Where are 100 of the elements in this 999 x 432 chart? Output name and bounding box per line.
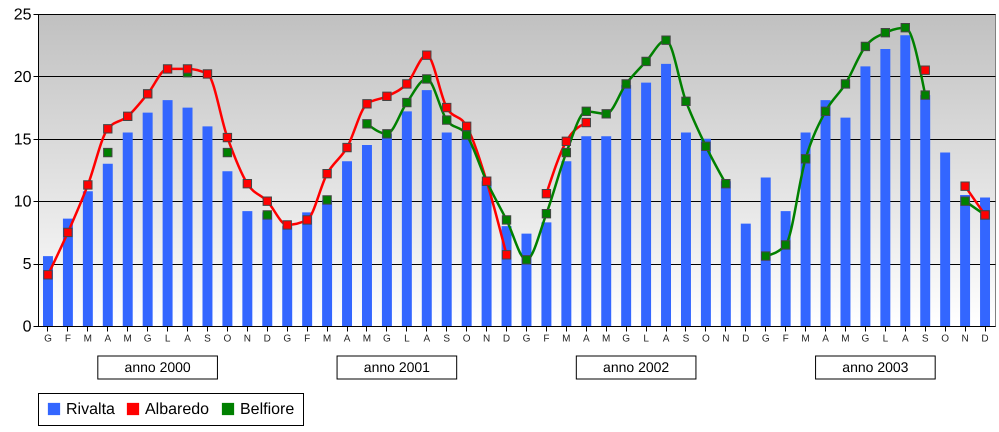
bar <box>282 226 292 326</box>
legend-label: Albaredo <box>145 401 210 418</box>
x-tick-label: A <box>582 334 590 344</box>
bar <box>680 132 691 326</box>
bar <box>860 66 870 326</box>
x-tick-label: D <box>502 334 510 344</box>
text: anno 2002 <box>603 359 670 375</box>
x-tick-label: L <box>882 334 889 344</box>
x-tick-label: S <box>204 334 212 344</box>
bar <box>462 136 472 326</box>
x-tick-label: M <box>362 334 372 344</box>
text: anno 2003 <box>842 359 909 375</box>
x-tick-label: M <box>322 334 332 344</box>
point <box>43 270 53 280</box>
point <box>840 79 850 89</box>
point <box>900 23 910 32</box>
bar <box>442 132 452 326</box>
x-tick-label: A <box>662 334 670 344</box>
x-tick-label: S <box>443 334 450 344</box>
x-tick-label: O <box>702 334 710 344</box>
x-tick-label: A <box>423 334 430 344</box>
bar <box>581 136 592 326</box>
bar <box>601 136 612 326</box>
x-tick-label: S <box>922 334 929 344</box>
bar <box>382 134 392 326</box>
x-tick-label: G <box>44 334 52 344</box>
x-tick-label: A <box>104 334 112 344</box>
point <box>162 64 172 74</box>
x-tick-label: L <box>164 334 171 344</box>
point <box>721 179 731 188</box>
bar <box>162 100 173 326</box>
y-tick-label: 10 <box>14 194 32 211</box>
y-tick-label: 0 <box>22 318 32 336</box>
x-tick-label: A <box>184 334 192 344</box>
point <box>602 109 611 119</box>
x-tick-label: M <box>602 334 610 344</box>
x-tick-label: G <box>522 334 531 344</box>
point <box>502 215 512 225</box>
point <box>262 196 272 206</box>
point <box>382 129 392 138</box>
bar <box>402 111 412 326</box>
x-tick-label: O <box>462 334 471 344</box>
text: anno 2001 <box>364 359 430 375</box>
x-tick-label: M <box>562 334 571 344</box>
y-tick-label: 15 <box>14 131 32 148</box>
y-tick-label: 5 <box>22 256 32 274</box>
point <box>282 220 292 230</box>
x-tick-label: G <box>622 334 630 344</box>
bar <box>222 171 232 326</box>
point <box>522 255 532 265</box>
point <box>462 130 472 140</box>
x-tick-label: D <box>264 334 271 344</box>
point <box>582 118 591 128</box>
x-tick-label: M <box>124 334 132 344</box>
x-tick-label: M <box>801 334 810 344</box>
bar <box>920 95 930 326</box>
point <box>761 251 770 261</box>
bar <box>541 222 552 326</box>
x-tick-label: M <box>84 334 92 344</box>
bar <box>142 112 153 326</box>
legend-label: Belfiore <box>240 401 294 418</box>
point <box>542 189 552 198</box>
bar <box>621 85 632 326</box>
bar <box>102 164 113 326</box>
bar <box>342 161 352 326</box>
x-tick-label: D <box>981 334 989 344</box>
point <box>302 215 312 225</box>
bar <box>700 138 711 326</box>
x-tick-label: F <box>543 334 550 344</box>
point <box>242 179 252 188</box>
point <box>641 56 651 66</box>
point <box>262 210 272 220</box>
point <box>422 50 432 60</box>
point <box>103 124 112 134</box>
bar <box>960 194 970 326</box>
point <box>322 169 332 178</box>
point <box>322 195 332 205</box>
point <box>681 96 691 106</box>
bar <box>521 234 532 326</box>
point <box>920 90 930 100</box>
point <box>562 136 572 146</box>
bar <box>780 211 791 326</box>
bar <box>900 35 910 326</box>
bar <box>720 181 731 326</box>
bar <box>482 181 492 326</box>
bar <box>661 64 672 326</box>
point <box>83 180 93 190</box>
bar <box>82 191 93 326</box>
legend-label: Rivalta <box>66 401 116 418</box>
bar <box>422 90 432 326</box>
bar <box>840 118 850 326</box>
point <box>182 64 192 74</box>
x-tick-label: F <box>782 334 789 344</box>
x-tick-label: G <box>862 334 870 344</box>
bar <box>182 108 193 326</box>
point <box>562 148 572 158</box>
x-tick-label: G <box>144 334 152 344</box>
point <box>780 240 790 250</box>
bar <box>940 152 950 326</box>
point <box>362 119 372 129</box>
